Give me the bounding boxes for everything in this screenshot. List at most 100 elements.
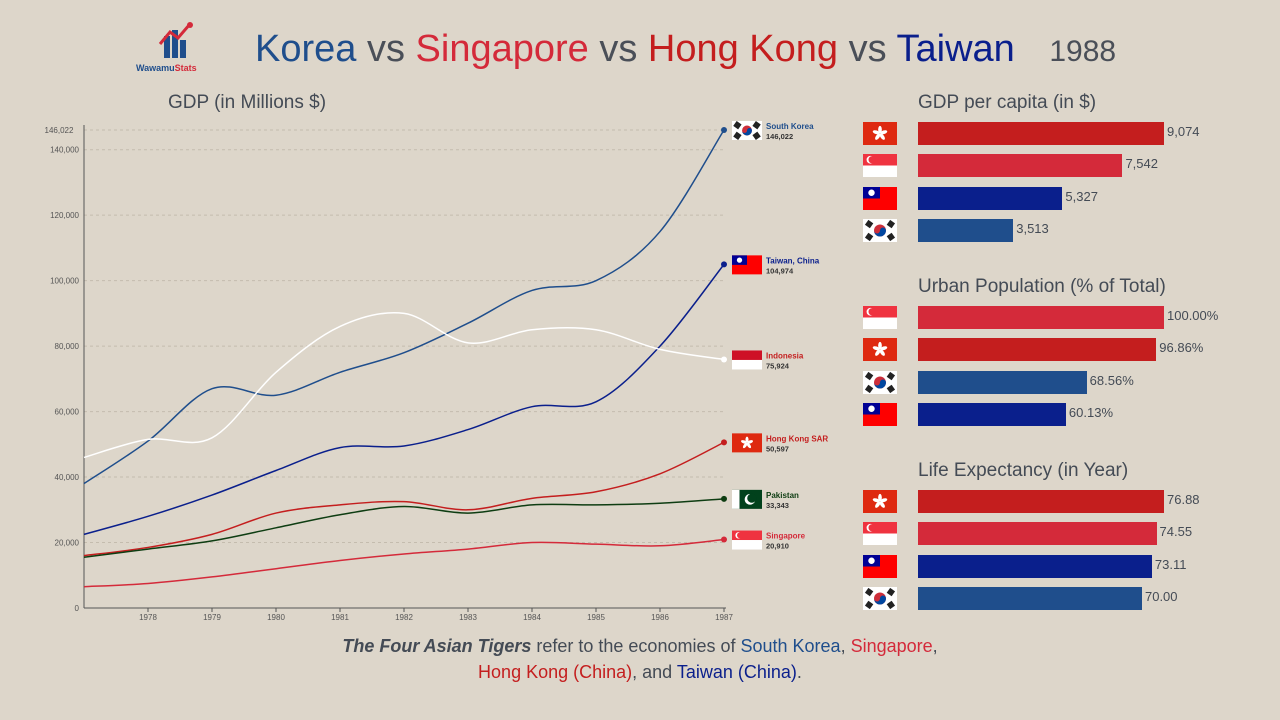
x-tick-label: 1987 <box>715 613 733 622</box>
series-value-label: 33,343 <box>766 501 789 510</box>
wawamustats-logo <box>158 22 193 58</box>
pakistan-flag-icon <box>732 489 762 509</box>
series-value-label: 20,910 <box>766 542 789 551</box>
x-tick-label: 1985 <box>587 613 605 622</box>
bar-value-label: 74.55 <box>1159 524 1193 539</box>
gdp-line-chart: 0 20,000 40,000 60,000 80,000 100,000 120,000 1… <box>45 121 828 622</box>
title-year: 1988 <box>1049 35 1117 68</box>
bar-taiwan <box>918 403 1066 426</box>
hongkong-flag-icon <box>863 490 897 513</box>
taiwan-flag-icon <box>863 187 897 210</box>
title-singapore: Singapore <box>415 28 589 70</box>
series-end-dot <box>721 261 727 268</box>
korea-flag-icon <box>863 587 897 610</box>
page-title: Korea vs Singapore vs Hong Kong vs Taiwa… <box>255 28 1117 70</box>
singapore-flag-icon <box>863 154 897 177</box>
bar-value-label: 68.56% <box>1089 373 1134 388</box>
korea-flag-icon <box>863 587 897 610</box>
taiwan-flag-icon <box>863 403 897 426</box>
bar-hongkong <box>918 338 1157 361</box>
series-end-dot <box>721 356 727 363</box>
y-tick-label: 40,000 <box>55 473 80 482</box>
y-tick-label: 100,000 <box>50 277 79 286</box>
korea-flag-icon <box>732 121 762 140</box>
x-tick-label: 1978 <box>139 613 157 622</box>
x-tick-label: 1983 <box>459 613 477 622</box>
series-end-dot <box>721 439 727 446</box>
singapore-flag-icon <box>863 154 897 177</box>
series-value-label: 104,974 <box>766 266 794 275</box>
x-tick-label: 1981 <box>331 613 349 622</box>
series-name-label: Taiwan, China <box>766 256 820 265</box>
indonesia-flag-icon <box>732 350 762 370</box>
panel-title: GDP per capita (in $) <box>918 92 1097 113</box>
series-name-label: Pakistan <box>766 491 799 500</box>
y-tick-label: 0 <box>75 604 80 613</box>
bar-value-label: 60.13% <box>1068 405 1113 420</box>
bar-korea <box>918 371 1087 394</box>
bar-value-label: 3,513 <box>1016 221 1049 236</box>
korea-flag-icon <box>863 219 897 242</box>
hongkong-flag-icon <box>863 338 897 361</box>
y-tick-label: 80,000 <box>55 342 80 351</box>
x-tick-label: 1984 <box>523 613 541 622</box>
x-tick-label: 1980 <box>267 613 285 622</box>
hongkong-flag-icon <box>863 122 897 145</box>
hongkong-flag-icon <box>732 433 762 453</box>
singapore-flag-icon <box>863 306 897 329</box>
bar-korea <box>918 587 1142 610</box>
hongkong-flag-icon <box>863 122 897 145</box>
series-line-hongkong <box>83 441 725 557</box>
bar-singapore <box>918 306 1164 329</box>
korea-flag-icon <box>863 219 897 242</box>
y-tick-label: 140,000 <box>50 146 79 155</box>
taiwan-flag-icon <box>863 187 897 210</box>
singapore-flag-icon <box>863 522 897 545</box>
hongkong-flag-icon <box>863 338 897 361</box>
bar-korea <box>918 219 1014 242</box>
bar-value-label: 73.11 <box>1154 557 1187 572</box>
singapore-flag-icon <box>863 306 897 329</box>
gdp-chart-title: GDP (in Millions $) <box>168 92 327 113</box>
singapore-flag-icon <box>732 530 762 550</box>
korea-flag-icon <box>863 371 897 394</box>
series-line-pakistan <box>83 498 725 559</box>
bar-taiwan <box>918 187 1063 210</box>
series-line-korea <box>83 129 725 485</box>
bar-value-label: 100.00% <box>1167 308 1219 323</box>
bar-value-label: 7,542 <box>1125 156 1158 171</box>
x-tick-label: 1986 <box>651 613 669 622</box>
series-end-dot <box>721 127 727 133</box>
series-end-dot <box>721 495 727 502</box>
title-taiwan: Taiwan <box>896 28 1015 70</box>
taiwan-flag-icon <box>732 255 762 275</box>
footer-line2: Hong Kong (China), and Taiwan (China). <box>478 662 802 682</box>
panel-title: Life Expectancy (in Year) <box>918 460 1129 481</box>
series-name-label: South Korea <box>766 122 814 131</box>
bar-hongkong <box>918 490 1164 513</box>
y-tick-label: 20,000 <box>55 539 80 548</box>
bar-value-label: 96.86% <box>1159 340 1204 355</box>
title-korea: Korea <box>255 28 357 70</box>
bar-value-label: 9,074 <box>1167 124 1200 139</box>
bar-value-label: 70.00 <box>1144 589 1178 604</box>
korea-flag-icon <box>863 371 897 394</box>
y-max-label: 146,022 <box>45 126 74 135</box>
bar-singapore <box>918 154 1123 177</box>
taiwan-flag-icon <box>863 403 897 426</box>
series-value-label: 146,022 <box>766 132 793 141</box>
series-line-indonesia <box>83 312 725 459</box>
bar-hongkong <box>918 122 1164 145</box>
series-line-singapore <box>83 538 725 588</box>
footer-line1: The Four Asian Tigers refer to the econo… <box>342 636 938 656</box>
series-end-dot <box>721 536 727 543</box>
series-name-label: Indonesia <box>766 351 804 360</box>
panel-title: Urban Population (% of Total) <box>918 276 1166 297</box>
series-name-label: Hong Kong SAR <box>766 434 828 443</box>
x-tick-label: 1979 <box>203 613 221 622</box>
y-tick-label: 60,000 <box>55 408 80 417</box>
bar-taiwan <box>918 555 1152 578</box>
bar-value-label: 5,327 <box>1065 189 1098 204</box>
series-line-taiwan <box>83 263 725 536</box>
bar-singapore <box>918 522 1157 545</box>
